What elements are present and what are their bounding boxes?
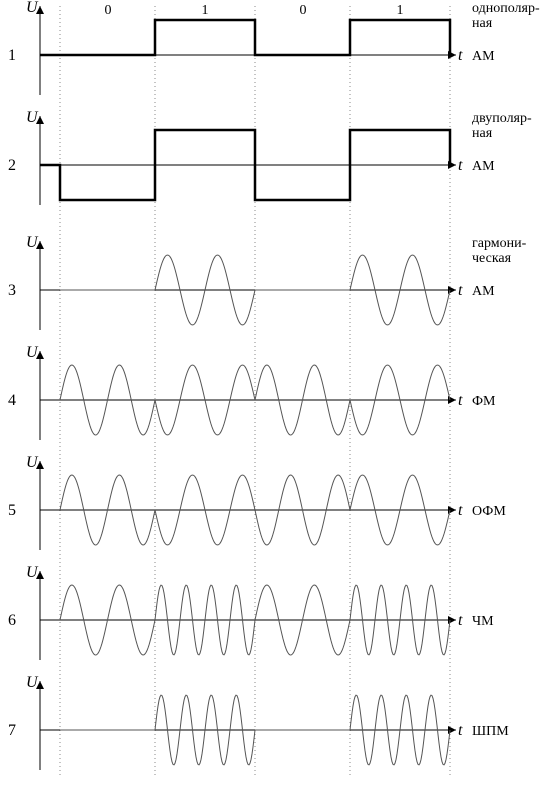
row-index: 6 xyxy=(8,612,16,629)
bit-label: 1 xyxy=(202,3,209,18)
row-index: 3 xyxy=(8,282,16,299)
x-axis-label: t xyxy=(458,282,463,299)
x-axis-label: t xyxy=(458,722,463,739)
row-type-label: однополяр- xyxy=(472,1,540,16)
row-index: 4 xyxy=(8,392,16,409)
row-abbr: ФМ xyxy=(472,394,496,409)
row-type-label: ческая xyxy=(472,251,512,266)
bit-label: 1 xyxy=(397,3,404,18)
row-type-label: гармони- xyxy=(472,236,527,251)
modulation-diagram: 01011UtАМоднополяр-ная2UtАМдвуполяр-ная3… xyxy=(0,0,548,785)
row-abbr: ЧМ xyxy=(472,614,494,629)
row-type-label: ная xyxy=(472,16,493,31)
row-index: 2 xyxy=(8,157,16,174)
row-abbr: АМ xyxy=(472,49,495,64)
bit-label: 0 xyxy=(300,3,307,18)
row-type-label: двуполяр- xyxy=(472,111,532,126)
x-axis-label: t xyxy=(458,502,463,519)
row-index: 5 xyxy=(8,502,16,519)
waveform xyxy=(40,20,450,55)
row-abbr: ШПМ xyxy=(472,724,509,739)
x-axis-label: t xyxy=(458,392,463,409)
row-type-label: ная xyxy=(472,126,493,141)
row-abbr: ОФМ xyxy=(472,504,506,519)
x-axis-label: t xyxy=(458,612,463,629)
row-abbr: АМ xyxy=(472,284,495,299)
x-axis-label: t xyxy=(458,47,463,64)
x-axis-label: t xyxy=(458,157,463,174)
row-index: 7 xyxy=(8,722,16,739)
bit-label: 0 xyxy=(105,3,112,18)
row-abbr: АМ xyxy=(472,159,495,174)
row-index: 1 xyxy=(8,47,16,64)
